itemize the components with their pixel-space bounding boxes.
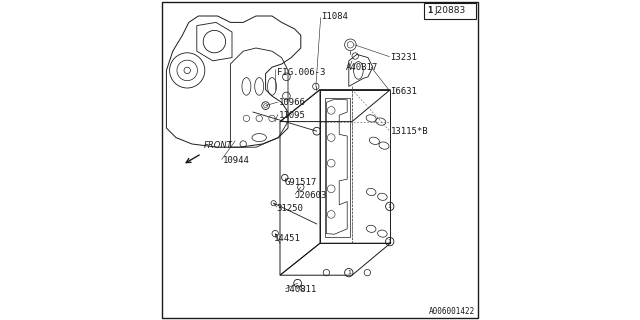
Text: 1: 1 (427, 6, 433, 15)
Text: 10966: 10966 (278, 98, 305, 107)
Text: J20603: J20603 (294, 191, 326, 200)
Text: 1: 1 (388, 239, 392, 244)
Text: FRONT: FRONT (204, 141, 233, 150)
Text: 11095: 11095 (278, 111, 305, 120)
Text: A40B17: A40B17 (346, 63, 378, 72)
Text: I6631: I6631 (390, 87, 417, 96)
Bar (424, 3, 476, 19)
Text: G91517: G91517 (285, 178, 317, 187)
Text: FIG.006-3: FIG.006-3 (277, 68, 325, 76)
Text: 1: 1 (347, 270, 351, 275)
Circle shape (425, 6, 435, 15)
Text: 13115*B: 13115*B (390, 127, 428, 136)
Text: A006001422: A006001422 (429, 308, 475, 316)
Text: I1084: I1084 (322, 12, 348, 20)
Text: 1: 1 (388, 204, 392, 209)
Text: 31250: 31250 (277, 204, 303, 212)
Text: I3231: I3231 (390, 53, 417, 62)
Text: 10944: 10944 (223, 156, 249, 164)
Text: J20883: J20883 (434, 6, 465, 15)
Text: J40811: J40811 (285, 285, 317, 294)
Text: 14451: 14451 (274, 234, 300, 243)
